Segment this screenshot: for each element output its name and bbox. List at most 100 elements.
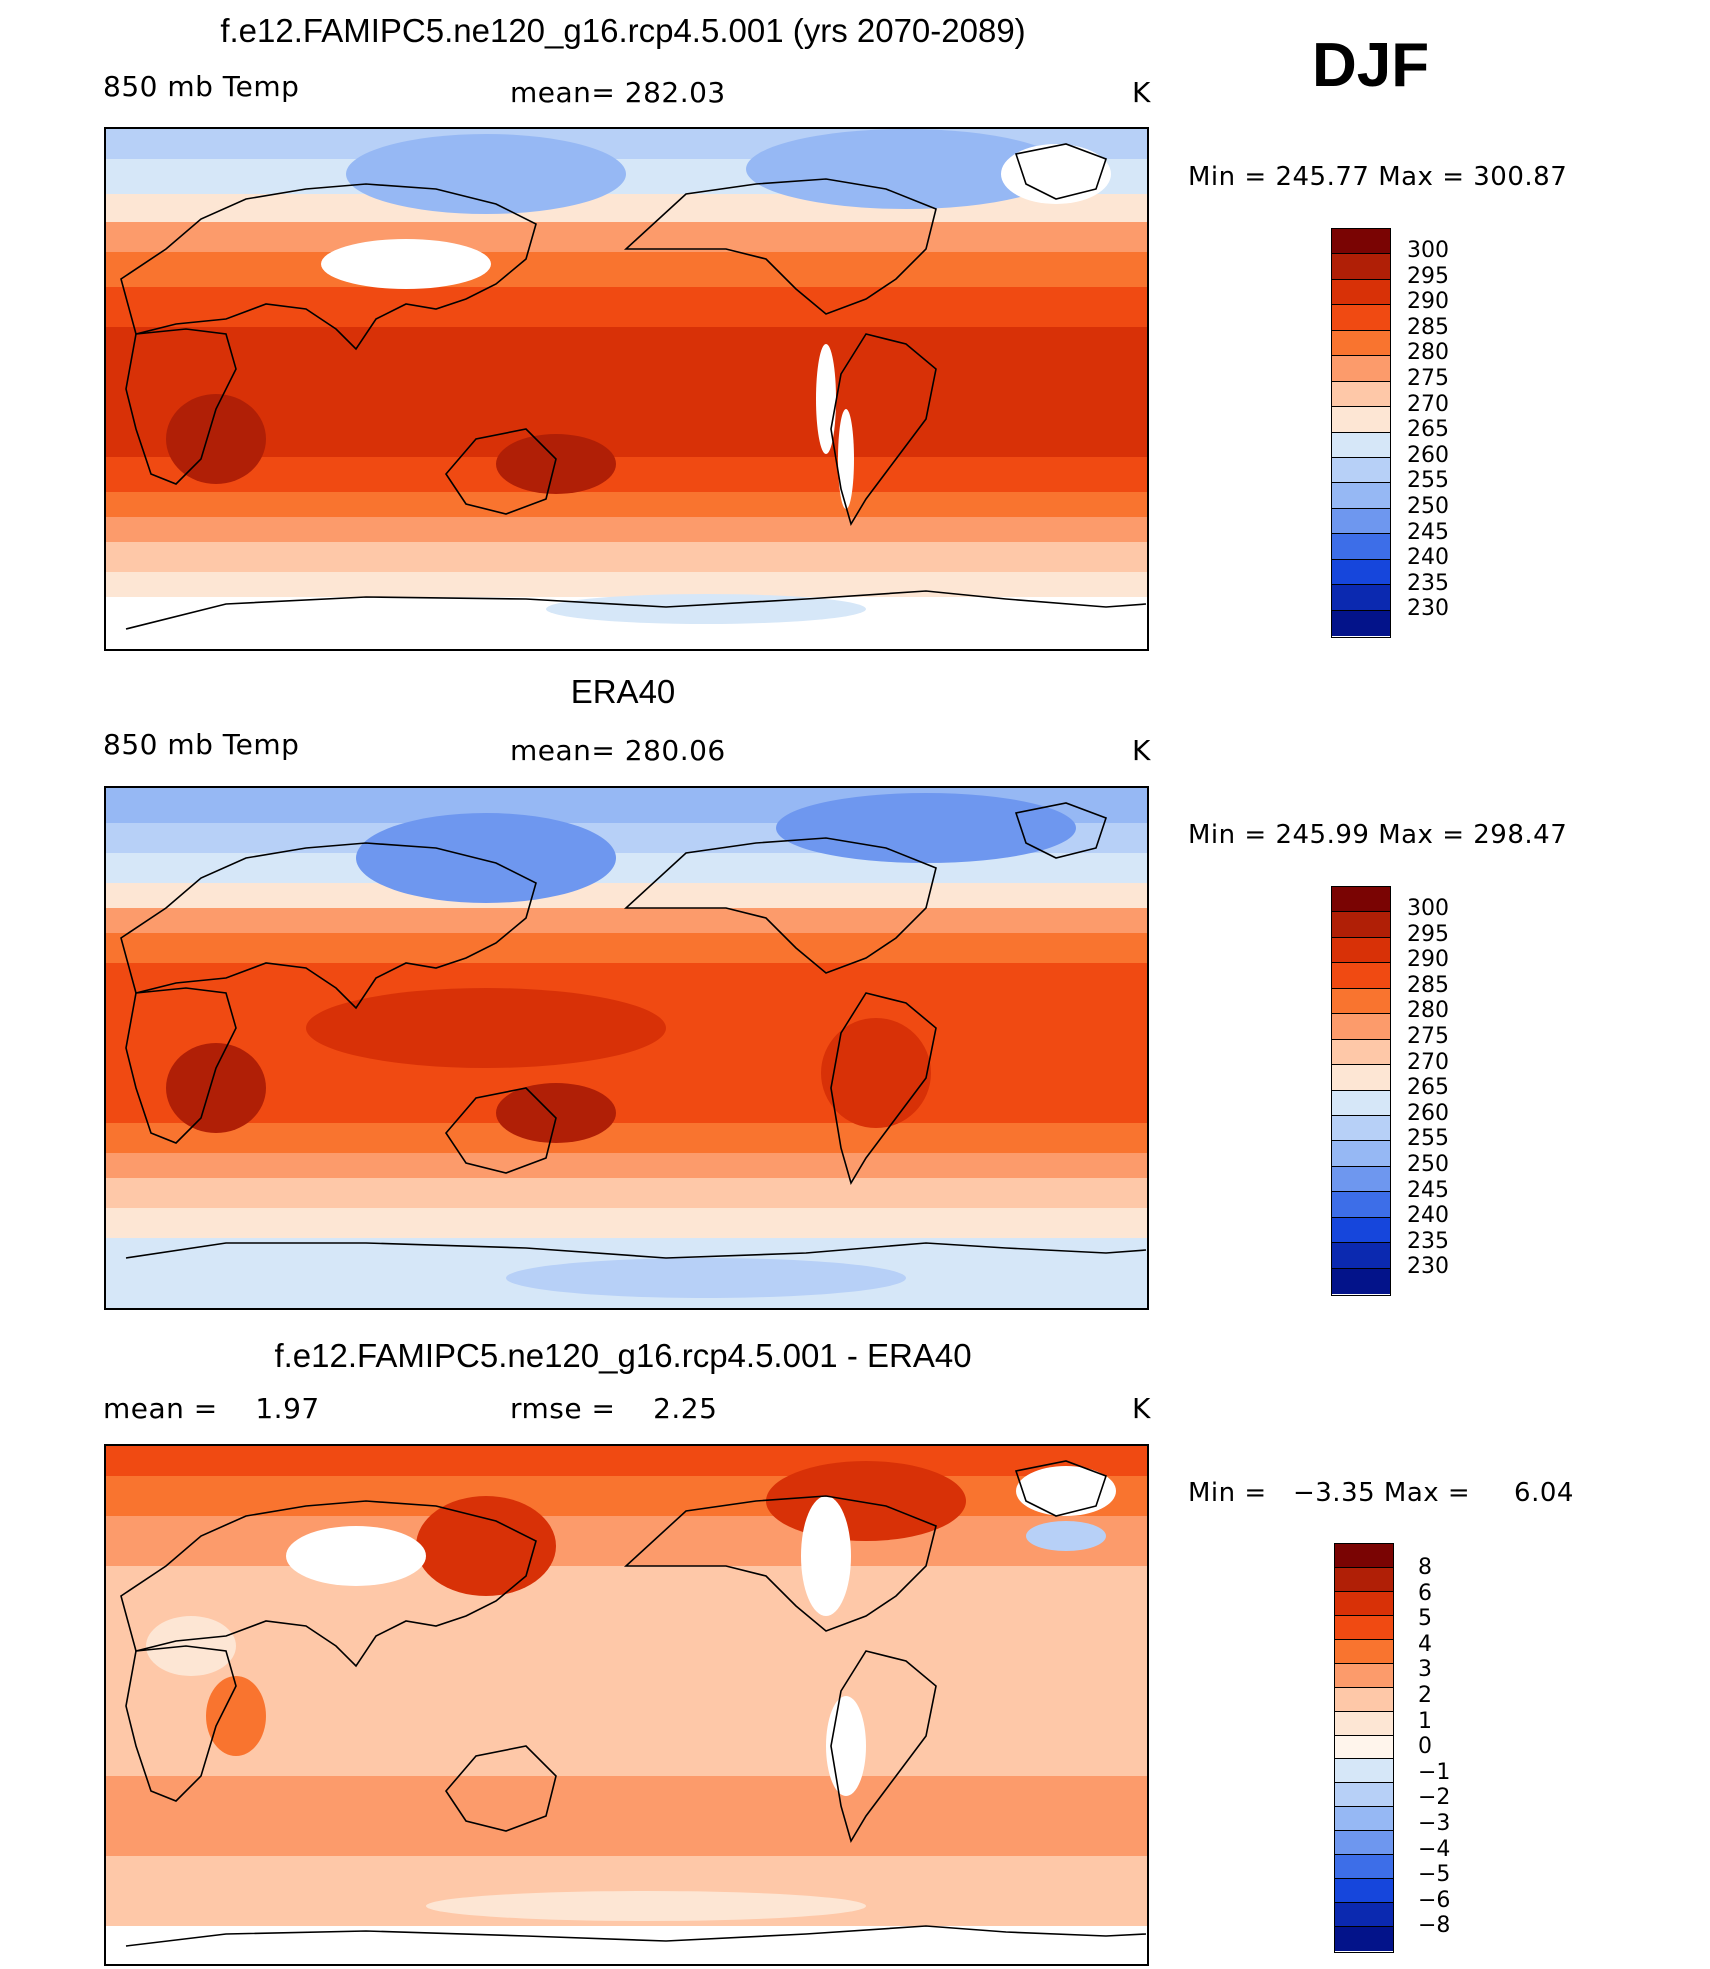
colorbar-swatch [1332,1166,1390,1193]
map-difference [104,1444,1149,1966]
colorbar-cells [1332,887,1390,1294]
tick-label: 280 [1407,340,1449,366]
colorbar-swatch [1332,279,1390,306]
colorbar-swatch [1335,1591,1393,1616]
tick-label: 290 [1407,947,1449,973]
tick-label: −3 [1418,1811,1451,1836]
map-model-850mb-temp [104,127,1149,651]
mean-label: mean = 1.97 [103,1392,320,1425]
tick-label: 295 [1407,921,1449,947]
colorbar-swatch [1332,1141,1390,1167]
tick-label: 270 [1407,1049,1449,1075]
rmse-label: rmse = 2.25 [510,1392,718,1425]
colorbar-swatch [1335,1639,1393,1664]
colorbar-swatch [1332,483,1390,509]
tick-label: 250 [1407,1152,1449,1177]
colorbar-swatch [1332,330,1390,357]
colorbar-swatch [1332,534,1390,560]
panel-title-diff: f.e12.FAMIPC5.ne120_g16.rcp4.5.001 - ERA… [274,1337,972,1374]
tick-label: 230 [1407,596,1449,622]
tick-label: 240 [1407,1203,1449,1229]
colorbar-swatch [1335,1903,1393,1927]
min-max-label: Min = −3.35 Max = 6.04 [1188,1478,1574,1508]
tick-label: 300 [1407,238,1449,263]
colorbar-swatch [1332,610,1390,636]
tick-label: 1 [1418,1708,1432,1734]
tick-label: −8 [1418,1913,1451,1939]
tick-label: −2 [1418,1785,1451,1811]
colorbar-swatch [1335,1711,1393,1736]
mean-label: mean= 280.06 [510,734,726,767]
tick-label: 8 [1418,1555,1432,1580]
colorbar-swatch [1335,1807,1393,1832]
colorbar-swatch [1332,508,1390,535]
colorbar-swatch [1335,1663,1393,1688]
panel-title-model: f.e12.FAMIPC5.ne120_g16.rcp4.5.001 (yrs … [220,12,1026,49]
colorbar-swatch [1332,1268,1390,1294]
colorbar-swatch [1332,988,1390,1015]
tick-label: 280 [1407,998,1449,1024]
tick-label: 270 [1407,391,1449,417]
colorbar-swatch [1332,559,1390,586]
colorbar-swatch [1332,963,1390,989]
variable-label: 850 mb Temp [103,70,300,103]
mean-label: mean= 282.03 [510,76,726,109]
colorbar-cells [1332,229,1390,636]
tick-label: 235 [1407,1228,1449,1254]
tick-label: −4 [1418,1836,1451,1862]
tick-label: 295 [1407,263,1449,289]
tick-label: −1 [1418,1759,1451,1785]
tick-label: 285 [1407,972,1449,998]
map-canvas [106,788,1147,1308]
tick-label: 0 [1418,1734,1432,1760]
map-canvas [106,129,1147,649]
colorbar-swatch [1332,1115,1390,1142]
tick-label: −5 [1418,1862,1451,1888]
tick-label: 290 [1407,289,1449,315]
colorbar-swatch [1332,457,1390,484]
tick-label: 275 [1407,1024,1449,1049]
map-era40-850mb-temp [104,786,1149,1310]
colorbar-swatch [1335,1567,1393,1592]
colorbar-swatch [1332,1217,1390,1244]
colorbar-swatch [1332,937,1390,964]
min-max-label: Min = 245.77 Max = 300.87 [1188,162,1568,192]
colorbar-swatch [1332,381,1390,408]
tick-label: 250 [1407,494,1449,519]
colorbar-swatch [1335,1687,1393,1712]
tick-label: 255 [1407,468,1449,494]
colorbar-swatch [1332,305,1390,331]
tick-label: 240 [1407,545,1449,571]
tick-label: 265 [1407,417,1449,443]
colorbar-swatch [1335,1735,1393,1760]
map-canvas [106,1446,1147,1964]
units-label: K [1132,1392,1151,1425]
tick-label: 260 [1407,442,1449,468]
colorbar-obs [1331,886,1391,1296]
tick-label: 245 [1407,1177,1449,1203]
tick-label: 265 [1407,1075,1449,1101]
tick-label: 4 [1418,1631,1432,1657]
colorbar-swatch [1332,229,1390,255]
colorbar-swatch [1335,1783,1393,1808]
colorbar-swatch [1332,254,1390,280]
colorbar-swatch [1332,912,1390,938]
tick-label: 275 [1407,366,1449,391]
tick-label: 5 [1418,1606,1432,1632]
colorbar-swatch [1335,1615,1393,1640]
tick-label: 245 [1407,519,1449,545]
tick-label: 3 [1418,1657,1432,1683]
tick-label: 235 [1407,570,1449,596]
colorbar-swatch [1332,1065,1390,1091]
tick-label: 260 [1407,1100,1449,1126]
colorbar-swatch [1335,1544,1393,1568]
colorbar-swatch [1332,1243,1390,1269]
panel-title-obs: ERA40 [570,673,676,710]
colorbar-swatch [1335,1879,1393,1904]
colorbar-swatch [1335,1855,1393,1880]
colorbar-swatch [1332,887,1390,913]
tick-label: 255 [1407,1126,1449,1152]
units-label: K [1132,734,1151,767]
variable-label: 850 mb Temp [103,728,300,761]
colorbar-swatch [1332,1090,1390,1116]
